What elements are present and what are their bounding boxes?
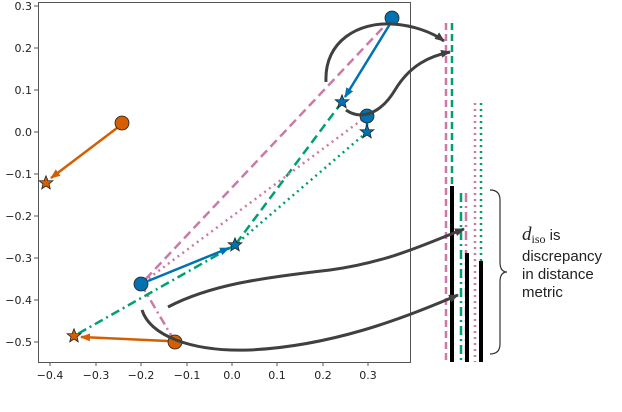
pink-dotted-distance-line [140,114,368,286]
annotation-text: diso is discrepancy in distance metric [522,224,603,302]
y-tick-label: −0.3 [5,252,32,265]
distance-lines [73,17,393,343]
x-axis: −0.4 −0.3 −0.2 −0.1 0.0 0.1 0.2 0.3 [37,362,377,382]
distance-bars [444,23,483,362]
y-tick-label: 0.1 [15,84,33,97]
orange-arrow-d [50,127,118,179]
x-tick-label: −0.1 [174,369,201,382]
y-tick-label: 0.2 [15,42,33,55]
y-tick-label: −0.2 [5,210,32,223]
pink-dashed-distance-line [140,17,393,285]
data-points [38,10,400,350]
mapping-arrows [140,22,465,352]
y-tick-label: 0.3 [15,0,33,13]
x-tick-label: 0.0 [223,369,241,382]
annotation-line1: is [545,227,561,244]
blue-arrow-a [343,23,392,98]
blue-star-point [334,94,350,109]
annotation-line3: in distance [522,266,594,283]
x-tick-label: −0.3 [83,369,110,382]
y-tick-label: −0.4 [5,294,32,307]
curved-arrow [324,22,445,83]
y-axis: 0.3 0.2 0.1 0.0 −0.1 −0.2 −0.3 −0.4 −0.5 [5,0,38,349]
annotation-line4: metric [522,284,563,301]
curved-arrow [167,227,465,309]
d-iso-symbol: d [522,224,532,245]
y-tick-label: 0.0 [15,126,33,139]
green-dashdot-distance-line [73,243,236,338]
orange-circle-point [114,115,130,131]
x-tick-label: 0.1 [268,369,286,382]
green-dotted-distance-line [234,131,368,246]
axes-frame [38,2,411,363]
blue-arrow-c [147,246,230,283]
x-tick-label: 0.2 [314,369,332,382]
curved-arrow [140,293,459,352]
d-iso-subscript: iso [531,232,546,246]
y-tick-label: −0.5 [5,336,32,349]
annotation-line2: discrepancy [522,248,603,265]
displacement-arrows [50,23,392,343]
y-tick-label: −0.1 [5,168,32,181]
x-tick-label: −0.2 [128,369,155,382]
orange-arrow-e [80,333,169,343]
x-tick-label: −0.4 [37,369,64,382]
blue-circle-point [133,276,149,292]
orange-star-point [66,328,82,343]
brace [489,189,508,355]
x-tick-label: 0.3 [359,369,377,382]
curved-arrow [345,49,451,117]
pink-dashdot-distance-line [139,283,177,343]
